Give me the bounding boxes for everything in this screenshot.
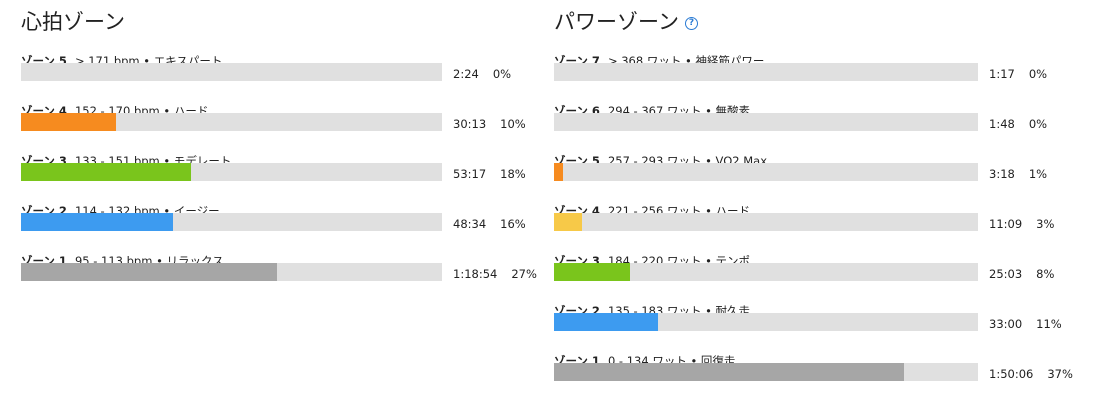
bar <box>554 163 564 181</box>
zone-percent: 8% <box>1036 267 1055 281</box>
zone-time: 3:18 <box>989 167 1015 181</box>
zone-row: ゾーン 4 152 - 170 bpm • ハード 30:13 10% <box>21 103 562 153</box>
zone-time: 33:00 <box>989 317 1023 331</box>
bar-track <box>21 113 442 131</box>
zone-time: 30:13 <box>453 117 487 131</box>
zone-percent: 16% <box>500 217 526 231</box>
zone-stats: 30:13 10% <box>453 117 526 131</box>
zone-time: 1:50:06 <box>989 367 1034 381</box>
zone-row: ゾーン 2 135 - 183 ワット • 耐久走 33:00 11% <box>554 303 1094 353</box>
zone-stats: 2:24 0% <box>453 67 511 81</box>
zone-time: 48:34 <box>453 217 487 231</box>
help-icon[interactable]: ? <box>684 16 698 30</box>
bar <box>21 263 277 281</box>
bar-track <box>554 263 978 281</box>
zone-percent: 11% <box>1036 317 1062 331</box>
zone-stats: 48:34 16% <box>453 217 526 231</box>
zone-row: ゾーン 5 257 - 293 ワット • VO2 Max 3:18 1% <box>554 153 1094 203</box>
zone-row: ゾーン 1 95 - 113 bpm • リラックス 1:18:54 27% <box>21 253 562 303</box>
bar-track <box>554 113 978 131</box>
zone-time: 11:09 <box>989 217 1023 231</box>
zone-stats: 11:09 3% <box>989 217 1054 231</box>
bar-track <box>554 213 978 231</box>
bar <box>21 163 192 181</box>
zone-row: ゾーン 7 > 368 ワット • 神経筋パワー 1:17 0% <box>554 53 1094 103</box>
zone-time: 53:17 <box>453 167 487 181</box>
bar-track <box>21 263 442 281</box>
zone-percent: 18% <box>500 167 526 181</box>
bar-track <box>554 63 978 81</box>
zone-percent: 1% <box>1028 167 1048 181</box>
zone-stats: 53:17 18% <box>453 167 526 181</box>
zone-row: ゾーン 6 294 - 367 ワット • 無酸素 1:48 0% <box>554 103 1094 153</box>
zone-time: 1:48 <box>989 117 1015 131</box>
zone-time: 25:03 <box>989 267 1023 281</box>
panel-title: パワーゾーン? <box>554 6 698 36</box>
bar-track <box>21 63 442 81</box>
zone-stats: 1:18:54 27% <box>453 267 537 281</box>
zone-stats: 1:17 0% <box>989 67 1047 81</box>
zone-stats: 3:18 1% <box>989 167 1047 181</box>
bar <box>554 263 630 281</box>
panel-title-text: 心拍ゾーン <box>21 10 125 34</box>
bar <box>554 313 659 331</box>
zone-percent: 27% <box>511 267 537 281</box>
zone-percent: 0% <box>492 67 512 81</box>
zone-row: ゾーン 3 184 - 220 ワット • テンポ 25:03 8% <box>554 253 1094 303</box>
zone-percent: 0% <box>1028 67 1048 81</box>
zone-stats: 1:48 0% <box>989 117 1047 131</box>
zone-stats: 1:50:06 37% <box>989 367 1073 381</box>
panel-title: 心拍ゾーン <box>21 6 125 36</box>
bar-track <box>554 163 978 181</box>
bar-track <box>21 213 442 231</box>
zone-stats: 25:03 8% <box>989 267 1054 281</box>
zone-percent: 10% <box>500 117 526 131</box>
bar-track <box>554 313 978 331</box>
zone-percent: 37% <box>1047 367 1073 381</box>
zone-row: ゾーン 5 > 171 bpm • エキスパート 2:24 0% <box>21 53 562 103</box>
bar <box>554 213 583 231</box>
bar <box>21 213 173 231</box>
zone-time: 2:24 <box>453 67 479 81</box>
bar-track <box>21 163 442 181</box>
bar <box>21 113 116 131</box>
zone-time: 1:17 <box>989 67 1015 81</box>
zone-row: ゾーン 3 133 - 151 bpm • モデレート 53:17 18% <box>21 153 562 203</box>
zone-time: 1:18:54 <box>453 267 498 281</box>
zone-row: ゾーン 4 221 - 256 ワット • ハード 11:09 3% <box>554 203 1094 253</box>
bar <box>554 363 905 381</box>
zone-stats: 33:00 11% <box>989 317 1062 331</box>
zone-percent: 3% <box>1036 217 1055 231</box>
bar-track <box>554 363 978 381</box>
panel-title-text: パワーゾーン <box>554 10 679 34</box>
zone-row: ゾーン 2 114 - 132 bpm • イージー 48:34 16% <box>21 203 562 253</box>
zone-percent: 0% <box>1028 117 1048 131</box>
